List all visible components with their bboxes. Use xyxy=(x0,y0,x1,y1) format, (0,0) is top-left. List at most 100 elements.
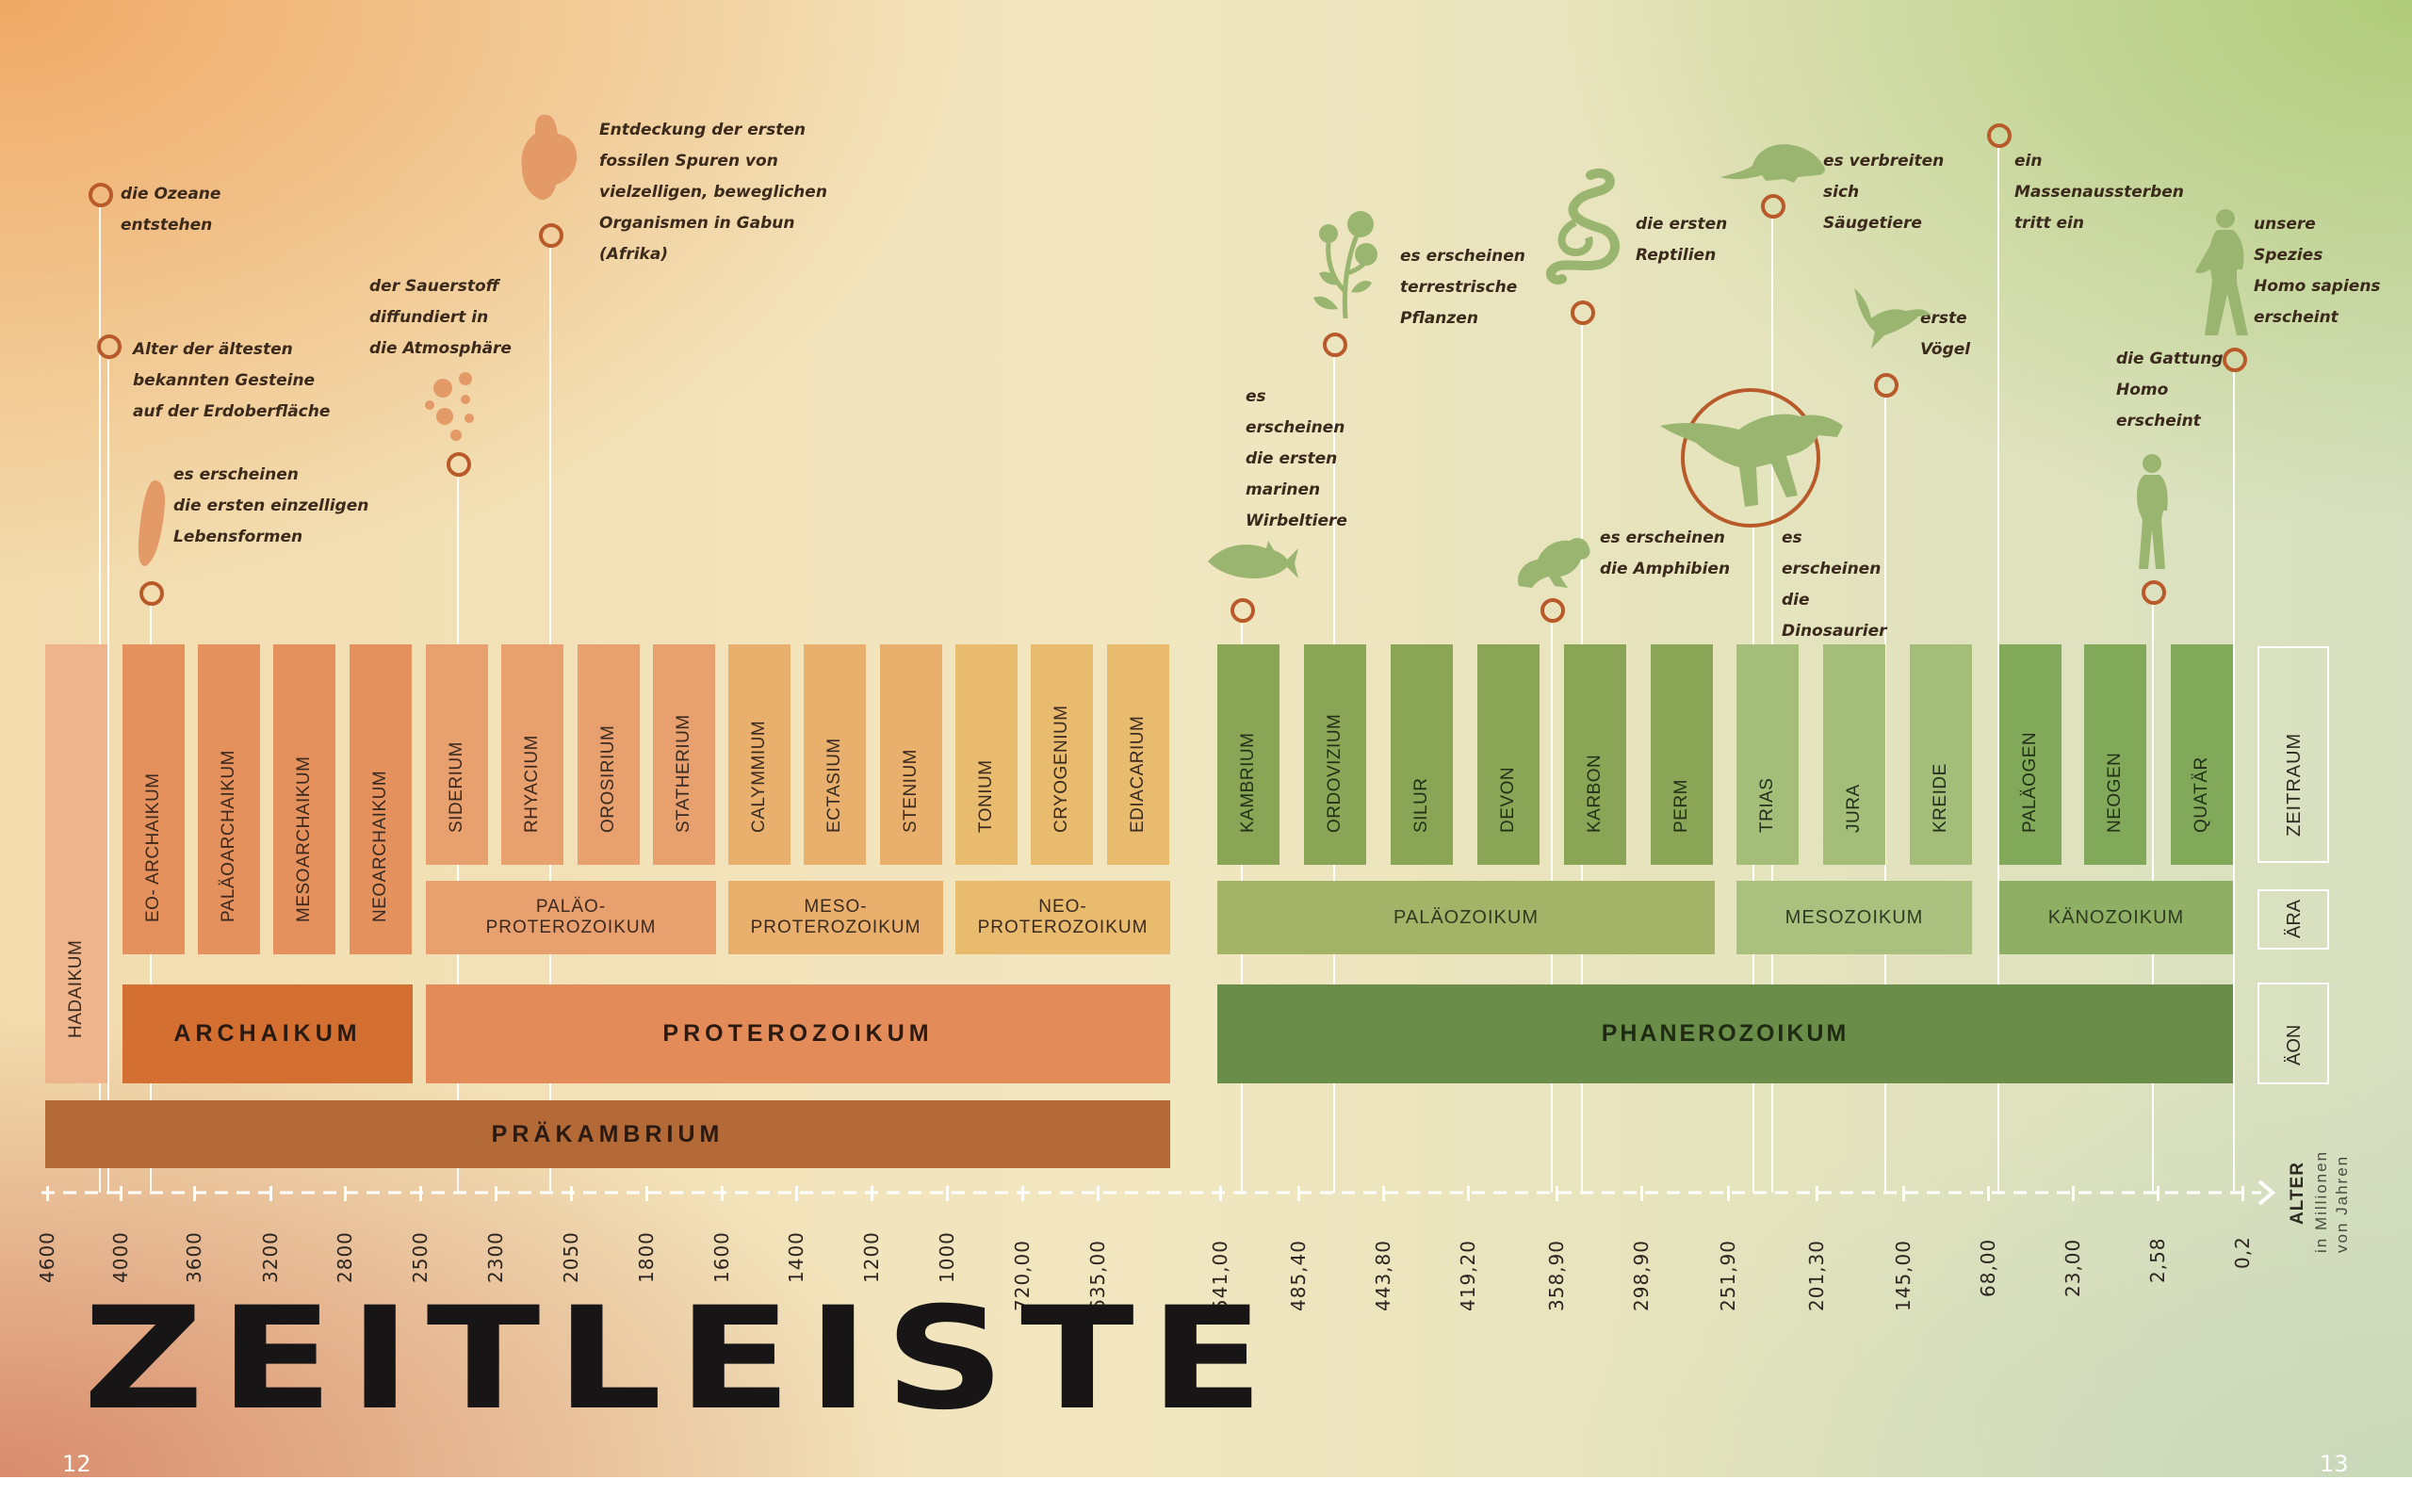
event-oceans: die Ozeane entstehen xyxy=(121,179,220,241)
axis-tick xyxy=(269,1186,272,1201)
period-bar: PALÄOARCHAIKUM xyxy=(198,644,260,954)
axis-tick xyxy=(495,1186,497,1201)
axis-tick xyxy=(570,1186,573,1201)
period-label: DEVON xyxy=(1498,766,1518,833)
period-bar: STATHERIUM xyxy=(653,644,715,865)
multicellular-fossil-icon xyxy=(521,114,578,201)
axis-tick-label: 1000 xyxy=(936,1231,958,1283)
era-mesoproterozoikum: MESO- PROTEROZOIKUM xyxy=(728,881,943,954)
period-bar: EDIACARIUM xyxy=(1107,644,1169,865)
snake-icon xyxy=(1546,168,1620,285)
event-text: Vögel xyxy=(1920,340,1971,359)
bird-icon xyxy=(1854,288,1931,349)
axis-sublabel: in Millionen xyxy=(2312,1149,2330,1253)
event-text: die xyxy=(1782,591,1810,610)
period-bar: EO- ARCHAIKUM xyxy=(122,644,185,954)
event-text: es erscheinen xyxy=(173,465,299,484)
event-marker xyxy=(1540,598,1565,623)
axis-tick xyxy=(1382,1186,1385,1201)
bottom-margin xyxy=(0,1477,2412,1512)
event-homo-sapiens: unsere Spezies Homo sapiens erscheint xyxy=(2254,209,2381,333)
event-text: Lebensformen xyxy=(173,528,303,546)
event-text: die ersten xyxy=(1246,449,1338,468)
event-marker xyxy=(1761,194,1785,219)
event-text: sich xyxy=(1823,183,1860,202)
period-bar: PALÄOGEN xyxy=(1999,644,2062,865)
eon-proterozoikum: PROTEROZOIKUM xyxy=(426,984,1170,1083)
axis-tick-label: 4000 xyxy=(109,1231,132,1283)
era-label: MESO- xyxy=(804,897,868,917)
axis-tick-label: 1800 xyxy=(635,1231,658,1283)
axis-tick-label: 1600 xyxy=(710,1231,733,1283)
axis-tick xyxy=(1097,1186,1100,1201)
guide-line xyxy=(1997,145,1999,1193)
axis-tick-label: 3600 xyxy=(183,1231,205,1283)
event-text: die Atmosphäre xyxy=(369,339,512,358)
axis-tick xyxy=(344,1186,347,1201)
event-text: bekannten Gesteine xyxy=(133,371,316,390)
period-label: STATHERIUM xyxy=(674,714,693,833)
row-label-text: ZEITRAUM xyxy=(2284,732,2305,837)
axis-tick-label: 2500 xyxy=(409,1231,432,1283)
event-marker xyxy=(139,581,164,606)
axis-tick-label: 145,00 xyxy=(1892,1240,1915,1311)
event-gabon-fossils: Entdeckung der ersten fossilen Spuren vo… xyxy=(599,115,827,270)
axis-tick-label: 1200 xyxy=(860,1231,883,1283)
event-text: erste xyxy=(1920,309,1967,328)
event-text: auf der Erdoberfläche xyxy=(133,402,331,421)
axis-tick-label: 298,90 xyxy=(1630,1240,1653,1311)
period-label: PERM xyxy=(1671,779,1691,833)
period-bar: HADAIKUM xyxy=(45,644,107,1083)
event-text: erscheinen xyxy=(1782,560,1882,578)
event-text: Entdeckung der ersten xyxy=(599,121,807,139)
period-bar: SIDERIUM xyxy=(426,644,488,865)
axis-tick xyxy=(946,1186,949,1201)
event-land-plants: es erscheinen terrestrische Pflanzen xyxy=(1400,241,1525,334)
event-oldest-rocks: Alter der ältesten bekannten Gesteine au… xyxy=(133,334,330,428)
era-label: MESOZOIKUM xyxy=(1785,906,1924,928)
axis-tick xyxy=(1640,1186,1643,1201)
axis-tick-label: 358,90 xyxy=(1545,1240,1568,1311)
event-marine-vertebrates: es erscheinen die ersten marinen Wirbelt… xyxy=(1246,382,1347,537)
event-marker xyxy=(1987,123,2012,148)
event-text: (Afrika) xyxy=(599,245,669,264)
event-marker xyxy=(1323,333,1347,357)
period-label: CRYOGENIUM xyxy=(1051,705,1071,833)
period-label: QUATÄR xyxy=(2192,756,2211,833)
page-title: ZEITLEISTE xyxy=(83,1277,1279,1441)
axis-tick xyxy=(1902,1186,1905,1201)
eon-phanerozoikum: PHANEROZOIKUM xyxy=(1217,984,2233,1083)
period-label: OROSIRIUM xyxy=(598,724,618,833)
guide-line xyxy=(107,360,109,1193)
period-bar: OROSIRIUM xyxy=(578,644,640,865)
event-marker xyxy=(1874,373,1899,398)
era-label: PROTEROZOIKUM xyxy=(485,918,657,937)
axis-tick-label: 251,90 xyxy=(1717,1240,1739,1311)
period-bar: DEVON xyxy=(1477,644,1540,865)
period-label: ORDOVIZIUM xyxy=(1325,713,1345,833)
period-label: TONIUM xyxy=(976,759,996,833)
event-text: erscheint xyxy=(2254,308,2339,327)
event-text: terrestrische xyxy=(1400,278,1518,297)
axis-tick xyxy=(795,1186,798,1201)
period-bar: QUATÄR xyxy=(2171,644,2233,865)
event-text: Organismen in Gabun xyxy=(599,214,795,233)
page-number-right: 13 xyxy=(2320,1451,2349,1477)
era-label: PROTEROZOIKUM xyxy=(977,918,1149,937)
axis-tick xyxy=(1021,1186,1024,1201)
event-marker xyxy=(1230,598,1255,623)
eon-label: PROTEROZOIKUM xyxy=(662,1020,934,1047)
event-text: es erscheinen xyxy=(1400,247,1525,266)
plant-icon xyxy=(1313,211,1377,319)
event-text: fossilen Spuren von xyxy=(599,152,778,171)
period-label: SILUR xyxy=(1411,777,1431,833)
guide-line xyxy=(2233,369,2235,1193)
period-bar: NEOARCHAIKUM xyxy=(350,644,412,954)
event-text: die Gattung xyxy=(2116,350,2224,368)
period-bar: TRIAS xyxy=(1736,644,1799,865)
event-text: die Amphibien xyxy=(1600,560,1731,578)
event-marker xyxy=(539,223,563,248)
period-label: KREIDE xyxy=(1931,763,1950,833)
row-label-aera: ÄRA xyxy=(2257,889,2329,950)
event-text: der Sauerstoff xyxy=(369,277,499,296)
